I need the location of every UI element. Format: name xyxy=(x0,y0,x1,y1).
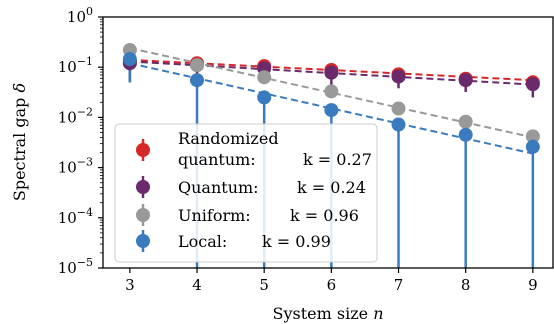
legend-label: Quantum: xyxy=(178,178,259,197)
data-point xyxy=(257,70,272,85)
x-tick-label: 3 xyxy=(125,276,135,294)
data-point xyxy=(458,114,473,129)
data-point xyxy=(525,139,540,154)
data-point xyxy=(190,58,205,73)
x-tick-label: 9 xyxy=(528,276,538,294)
data-point xyxy=(190,73,205,88)
data-point xyxy=(324,84,339,99)
x-axis: 3 4 5 6 7 8 9 xyxy=(125,268,538,294)
y-tick-label: 10−5 xyxy=(58,256,93,277)
x-tick-label: 6 xyxy=(327,276,337,294)
data-point xyxy=(257,90,272,105)
y-tick-label: 10−3 xyxy=(58,156,93,177)
legend-marker xyxy=(136,234,150,248)
legend-box xyxy=(114,123,378,263)
legend-marker xyxy=(136,208,150,222)
plot-area xyxy=(122,43,540,268)
data-point xyxy=(324,65,339,80)
y-axis-label: Spectral gap δ xyxy=(10,83,29,201)
x-tick-label: 7 xyxy=(394,276,404,294)
y-tick-label: 100 xyxy=(67,5,93,26)
y-tick-label: 10−4 xyxy=(58,206,93,227)
data-point xyxy=(122,52,137,67)
legend-marker xyxy=(136,180,150,194)
legend-label: Uniform: xyxy=(178,206,251,225)
data-point xyxy=(525,77,540,92)
legend-label-line2: quantum: xyxy=(178,150,256,169)
legend-marker xyxy=(136,143,150,157)
legend: Randomized quantum: k = 0.27 Quantum: k = 0… xyxy=(114,123,378,263)
data-point xyxy=(458,73,473,88)
x-axis-label: System size n xyxy=(273,304,384,323)
legend-k-value: k = 0.99 xyxy=(262,232,331,251)
legend-label: Randomized xyxy=(178,129,279,148)
y-tick-label: 10−1 xyxy=(58,55,93,76)
data-point xyxy=(391,117,406,132)
y-axis: 100 10−1 10−2 10−3 10−4 10−5 xyxy=(58,5,103,277)
legend-label: Local: xyxy=(178,232,227,251)
data-point xyxy=(458,127,473,142)
x-tick-label: 4 xyxy=(192,276,202,294)
legend-k-value: k = 0.27 xyxy=(303,150,372,169)
data-point xyxy=(525,129,540,144)
legend-k-value: k = 0.24 xyxy=(297,178,366,197)
data-point xyxy=(324,103,339,118)
legend-k-value: k = 0.96 xyxy=(290,206,359,225)
x-tick-label: 5 xyxy=(259,276,269,294)
y-tick-label: 10−2 xyxy=(58,105,93,126)
plot-frame xyxy=(102,16,554,269)
data-point xyxy=(391,69,406,84)
x-tick-label: 8 xyxy=(461,276,471,294)
data-point xyxy=(391,101,406,116)
